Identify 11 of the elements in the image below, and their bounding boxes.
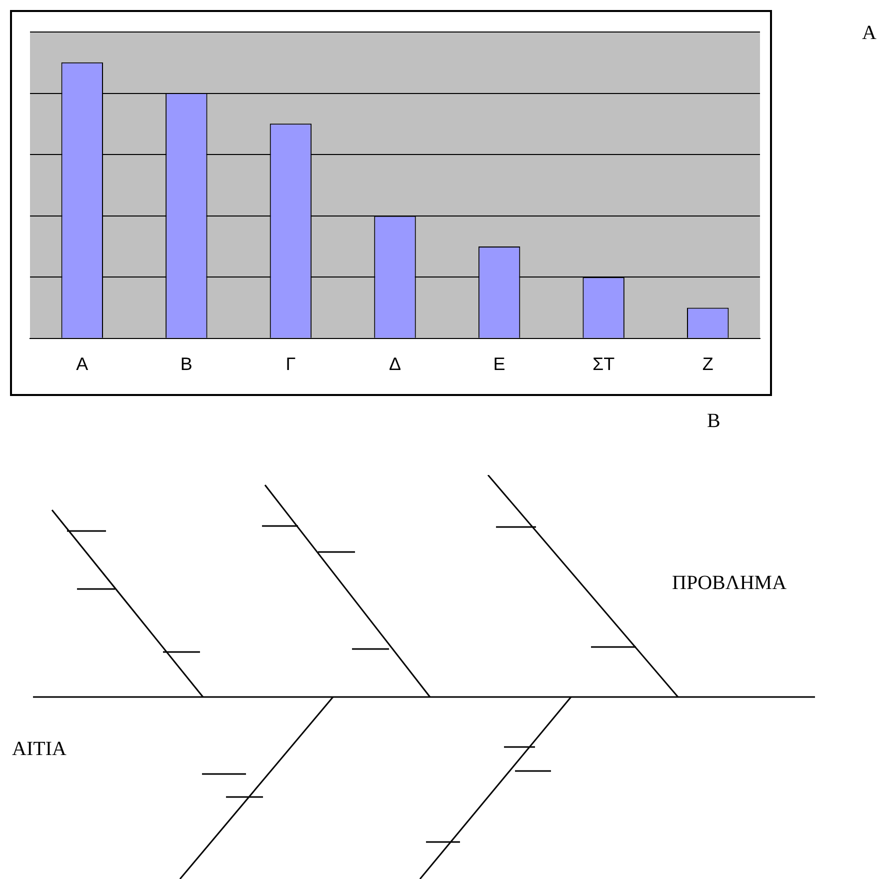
x-tick-label: Δ <box>388 354 402 374</box>
x-tick-label: Ε <box>493 354 506 374</box>
x-tick-label: Α <box>76 354 88 374</box>
x-tick-label: Β <box>180 354 192 374</box>
text: ΠΡΟΒΛΗΜΑ <box>672 572 787 595</box>
text: ΑΙΤΙΑ <box>12 738 66 761</box>
x-tick-label: ΣΤ <box>592 354 615 374</box>
x-tick-label: Ζ <box>702 354 714 374</box>
text: A <box>862 22 876 45</box>
x-tick-label: Γ <box>286 354 296 374</box>
text: B <box>707 410 720 433</box>
